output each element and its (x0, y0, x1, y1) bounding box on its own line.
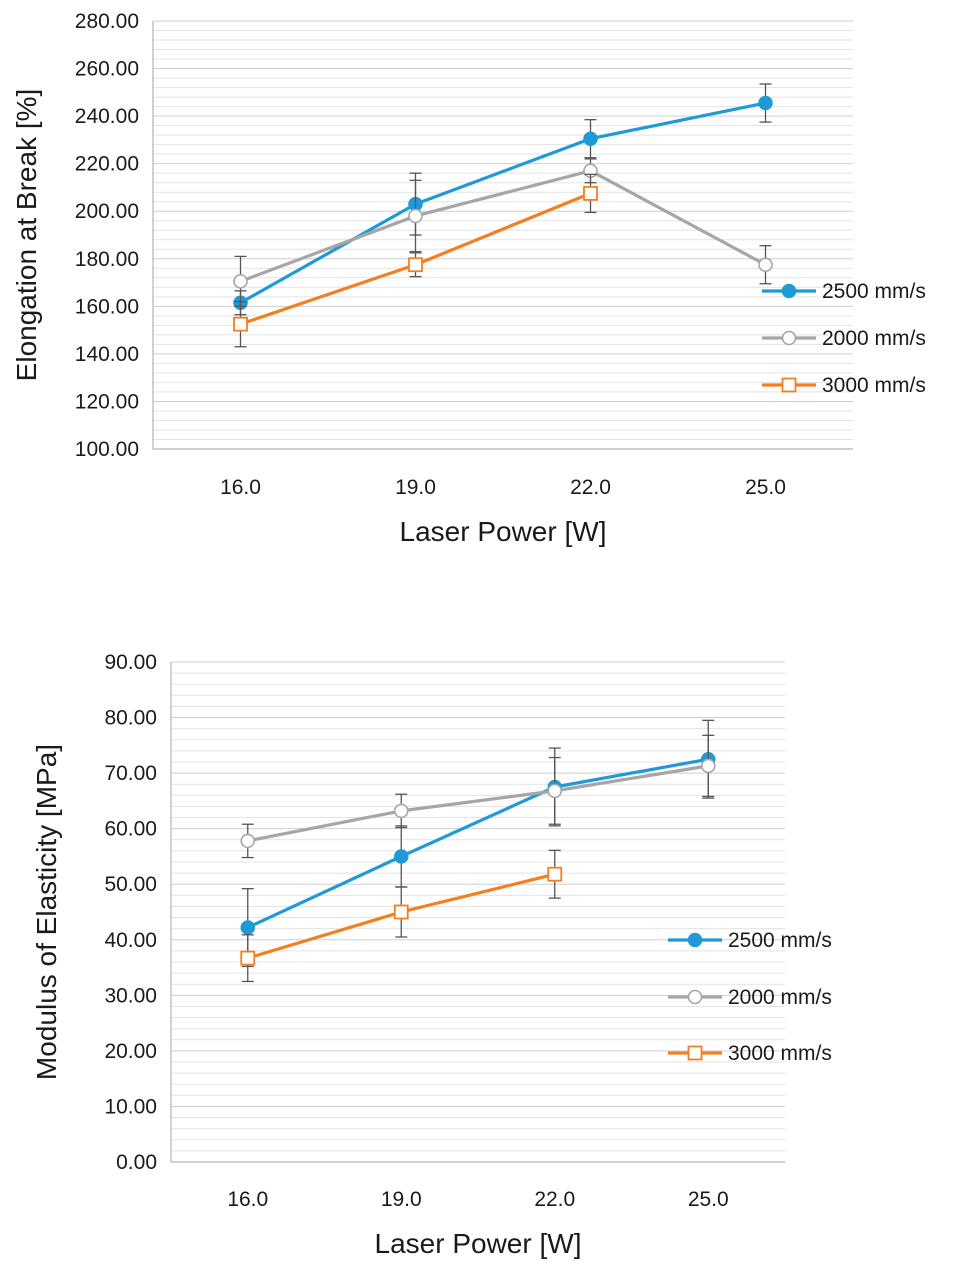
y-tick-label: 30.00 (104, 984, 157, 1007)
legend-label: 2000 mm/s (822, 327, 926, 350)
y-tick-label: 40.00 (104, 929, 157, 952)
elongation-chart: 100.00 120.00 140.00 160.00 180.00 200.00 220.… (11, 10, 926, 547)
data-point (583, 185, 598, 201)
legend-item: 2000 mm/s (762, 327, 926, 350)
data-point (547, 783, 563, 799)
x-axis-title: Laser Power [W] (375, 1228, 582, 1259)
y-tick-label: 160.00 (75, 295, 139, 318)
y-tick-label: 10.00 (104, 1095, 157, 1118)
data-point (758, 257, 773, 273)
data-point (233, 316, 248, 332)
x-tick-label: 19.0 (395, 476, 436, 499)
data-point (394, 849, 409, 864)
series-2500-mm-s (233, 83, 773, 316)
series-line (247, 757, 709, 930)
data-point (547, 866, 563, 882)
series-line (239, 101, 766, 305)
series-2500-mm-s (240, 719, 716, 968)
legend-marker (781, 283, 797, 299)
legend-marker (687, 989, 703, 1005)
legend: 2500 mm/s 2000 mm/s 3000 mm/s (762, 280, 926, 397)
x-axis-title: Laser Power [W] (400, 516, 607, 547)
legend-item: 2500 mm/s (762, 280, 926, 303)
legend-item: 2500 mm/s (668, 929, 832, 952)
y-tick-label: 0.00 (116, 1151, 157, 1174)
legend-item: 2000 mm/s (668, 986, 832, 1009)
x-tick-label: 19.0 (381, 1188, 422, 1211)
x-tick-label: 22.0 (570, 476, 611, 499)
data-point (233, 274, 248, 289)
data-point (408, 257, 423, 273)
y-tick-label: 240.00 (75, 105, 139, 128)
series-line (239, 169, 767, 283)
y-tick-label: 140.00 (75, 343, 139, 366)
y-tick-label: 220.00 (75, 153, 139, 176)
data-point (393, 803, 409, 819)
data-point (408, 208, 423, 224)
legend-item: 3000 mm/s (668, 1042, 832, 1065)
y-tick-label: 120.00 (75, 390, 139, 413)
legend-marker (781, 330, 797, 346)
legend-label: 2500 mm/s (822, 280, 926, 303)
x-tick-label: 25.0 (688, 1188, 729, 1211)
y-tick-label: 20.00 (104, 1040, 157, 1063)
y-tick-label: 200.00 (75, 200, 139, 223)
legend: 2500 mm/s 2000 mm/s 3000 mm/s (668, 929, 832, 1065)
legend-label: 2000 mm/s (728, 986, 832, 1009)
y-tick-label: 280.00 (75, 10, 139, 33)
series-2000-mm-s (233, 158, 773, 307)
series-3000-mm-s (233, 173, 598, 348)
legend-label: 2500 mm/s (728, 929, 832, 952)
x-tick-label: 16.0 (220, 476, 261, 499)
data-point (240, 833, 256, 849)
data-point (393, 904, 409, 920)
x-tick-label: 22.0 (534, 1188, 575, 1211)
y-tick-label: 50.00 (104, 873, 157, 896)
gridlines (153, 20, 853, 440)
y-tick-label: 90.00 (104, 651, 157, 674)
y-tick-label: 80.00 (104, 707, 157, 730)
legend-marker (687, 932, 703, 948)
x-tick-label: 16.0 (227, 1188, 268, 1211)
series-line (247, 764, 709, 843)
y-tick-label: 180.00 (75, 248, 139, 271)
series-2000-mm-s (240, 734, 716, 859)
data-point (700, 758, 716, 774)
y-tick-label: 260.00 (75, 58, 139, 81)
legend-label: 3000 mm/s (822, 374, 926, 397)
data-point (240, 950, 256, 966)
y-axis-title: Elongation at Break [%] (11, 89, 42, 382)
modulus-chart: 0.00 10.00 20.00 30.00 40.00 50.00 60.00 70.00 8… (31, 651, 832, 1259)
legend-marker (781, 377, 797, 393)
legend-item: 3000 mm/s (762, 374, 926, 397)
y-tick-label: 100.00 (75, 438, 139, 461)
x-tick-label: 25.0 (745, 476, 786, 499)
legend-label: 3000 mm/s (728, 1042, 832, 1065)
y-tick-label: 70.00 (104, 762, 157, 785)
y-tick-label: 60.00 (104, 818, 157, 841)
legend-marker (687, 1045, 703, 1061)
y-axis-title: Modulus of Elasticity [MPa] (31, 744, 62, 1080)
data-point (240, 920, 255, 935)
data-point (583, 131, 598, 146)
series-3000-mm-s (240, 849, 563, 983)
gridlines (171, 661, 785, 1152)
data-point (758, 95, 773, 111)
